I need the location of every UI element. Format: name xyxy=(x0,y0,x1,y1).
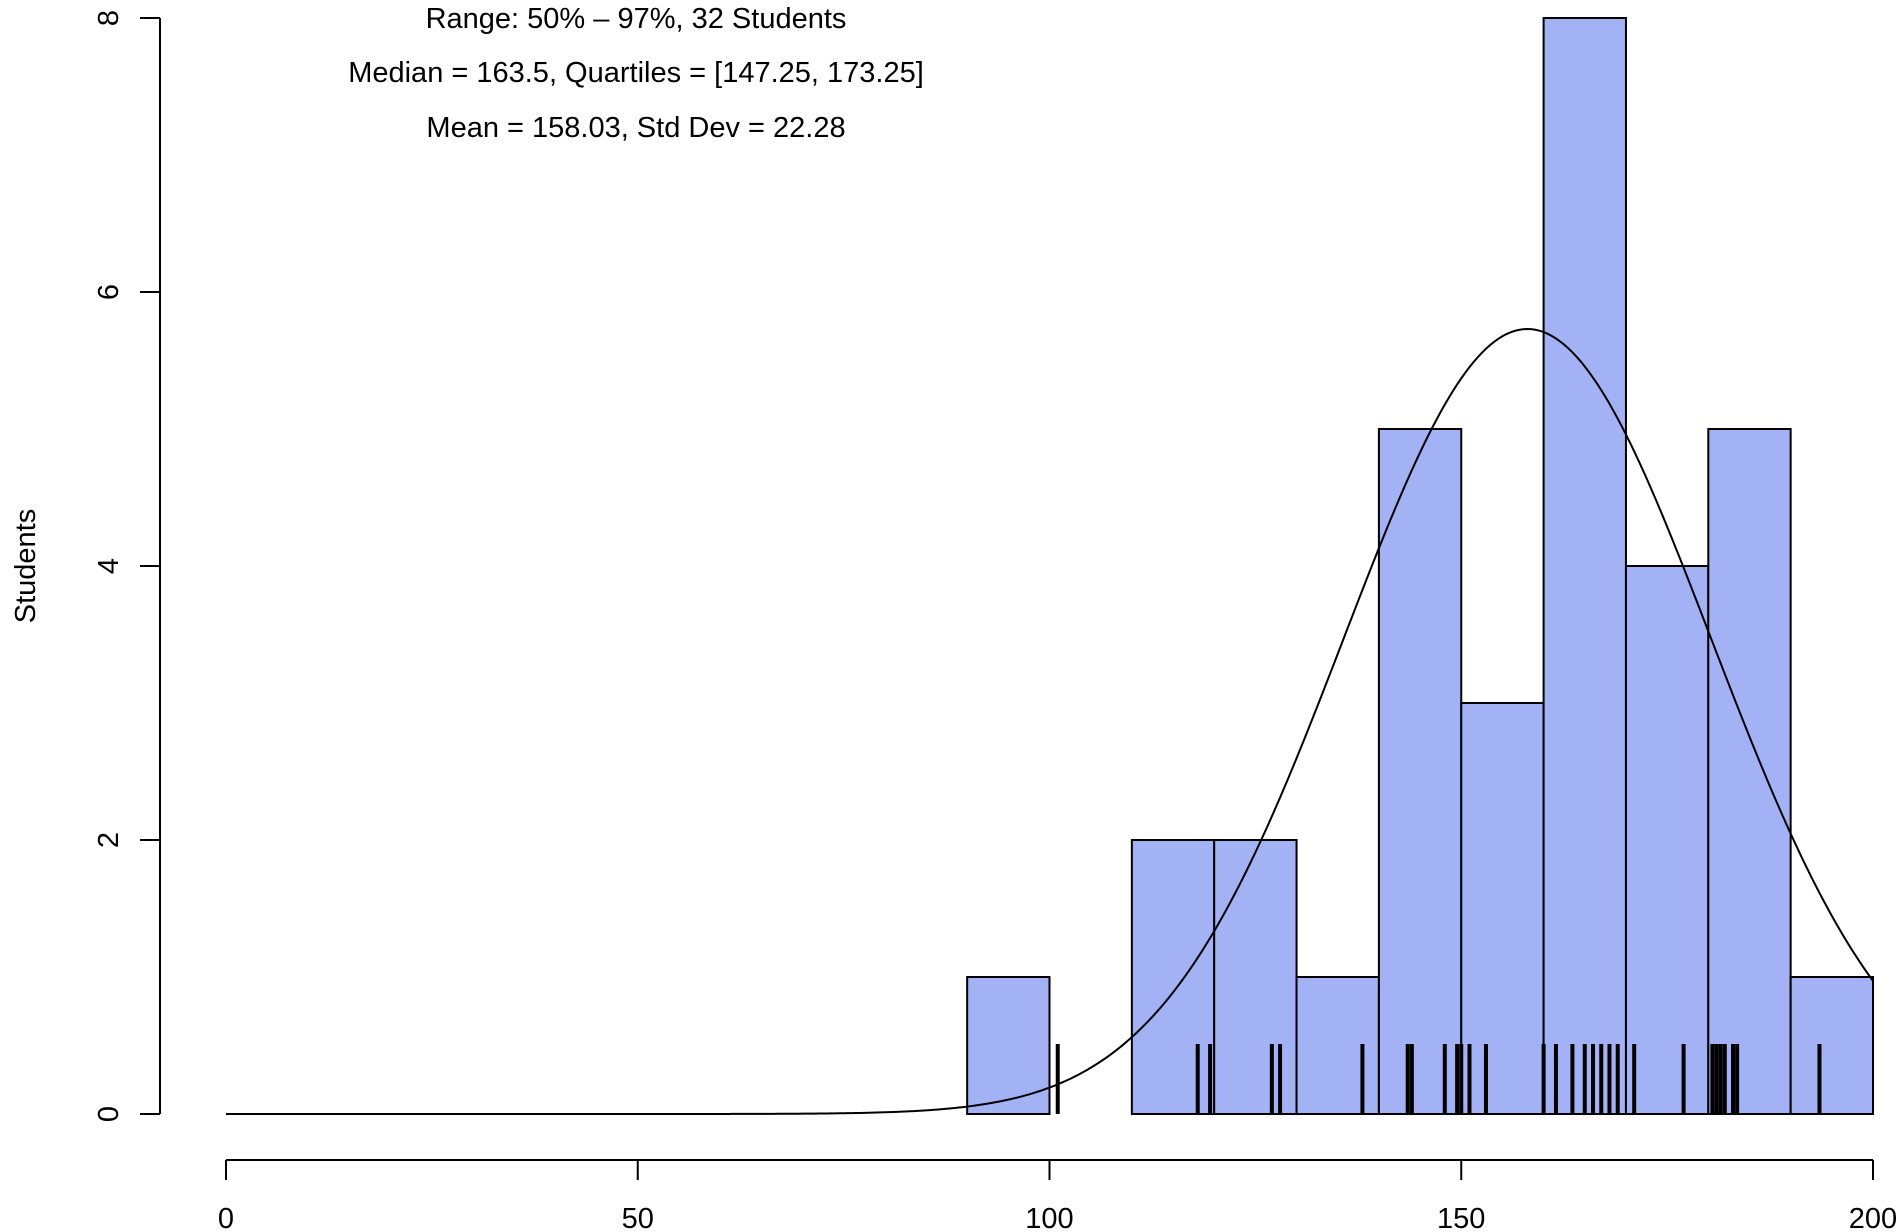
y-tick-label: 4 xyxy=(93,558,125,574)
x-tick-label: 50 xyxy=(622,1203,654,1232)
histogram-bar-90-100 xyxy=(966,976,1051,1115)
x-tick-label: 0 xyxy=(218,1203,234,1232)
y-axis: 0 2 4 6 8 xyxy=(93,10,161,1122)
x-tick-label: 100 xyxy=(1025,1203,1073,1232)
annotation-mean: Mean = 158.03, Std Dev = 22.28 xyxy=(426,112,845,144)
histogram-bar-120-130 xyxy=(1213,839,1298,1115)
x-tick-label: 200 xyxy=(1849,1203,1897,1232)
bars xyxy=(966,17,1875,1115)
annotations: Range: 50% – 97%, 32 Students Median = 1… xyxy=(348,3,924,144)
histogram-bar-150-160 xyxy=(1460,702,1545,1115)
y-tick-label: 8 xyxy=(93,10,125,26)
y-axis-label: Students xyxy=(10,509,42,623)
histogram-bar-180-190 xyxy=(1707,428,1792,1115)
y-tick-label: 2 xyxy=(93,832,125,848)
histogram-bar-190-200 xyxy=(1789,976,1875,1115)
histogram-bar-140-150 xyxy=(1377,428,1463,1115)
normal-curve xyxy=(226,328,1874,1115)
x-axis: 0 50 100 150 200 xyxy=(218,1159,1897,1232)
y-tick-label: 6 xyxy=(93,284,125,300)
y-tick-label: 0 xyxy=(93,1106,125,1122)
histogram-bar-160-170 xyxy=(1542,17,1627,1115)
rug xyxy=(1055,1044,1822,1114)
histogram-bar-130-140 xyxy=(1295,976,1380,1115)
annotation-range: Range: 50% – 97%, 32 Students xyxy=(426,3,847,35)
histogram-bar-110-120 xyxy=(1130,839,1216,1115)
annotation-median: Median = 163.5, Quartiles = [147.25, 173… xyxy=(348,57,924,89)
histogram-bar-170-180 xyxy=(1624,565,1710,1115)
x-tick-label: 150 xyxy=(1437,1203,1485,1232)
